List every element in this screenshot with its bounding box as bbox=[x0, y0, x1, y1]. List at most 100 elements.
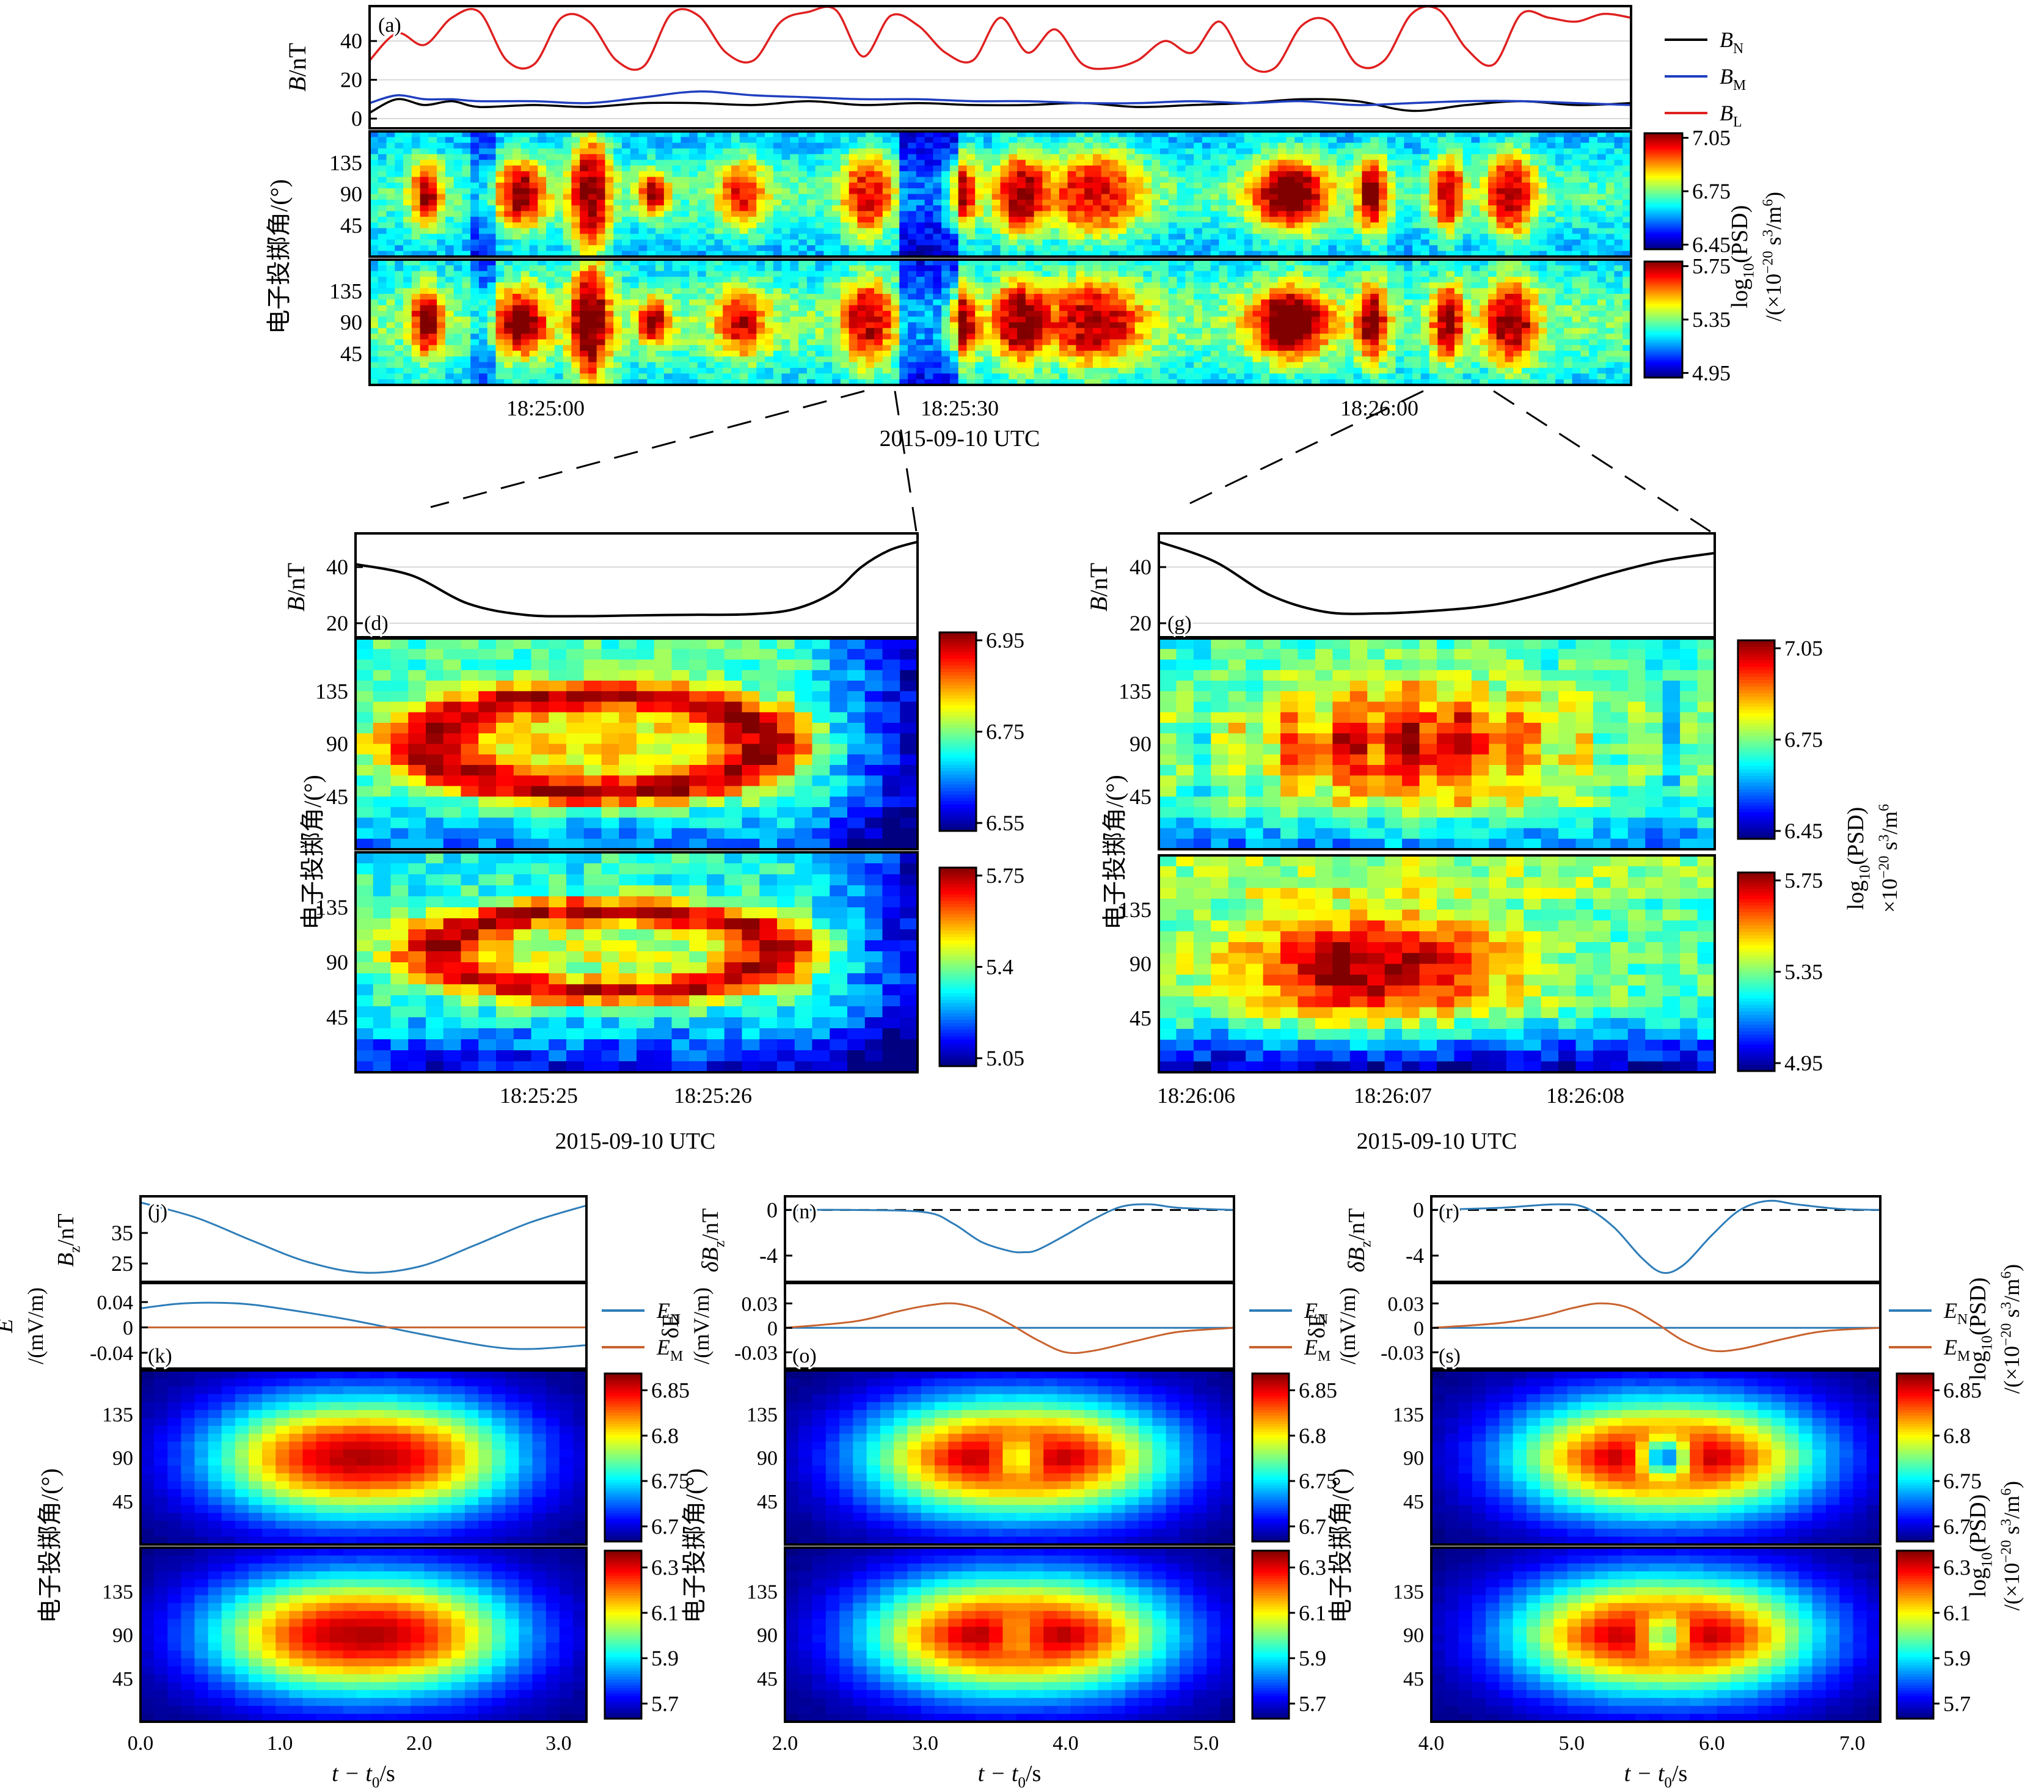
heatmap-cell bbox=[554, 159, 564, 166]
heatmap-cell bbox=[1614, 251, 1623, 257]
heatmap-cell bbox=[588, 171, 597, 178]
heatmap-cell bbox=[714, 228, 723, 235]
heatmap-cell bbox=[1235, 131, 1245, 137]
heatmap-cell bbox=[1168, 205, 1178, 212]
heatmap-cell bbox=[1126, 148, 1136, 155]
heatmap-cell bbox=[386, 165, 395, 172]
heatmap-cell bbox=[1051, 251, 1060, 257]
heatmap-cell bbox=[933, 171, 942, 178]
heatmap-cell bbox=[991, 171, 1001, 178]
heatmap-cell bbox=[723, 322, 732, 329]
heatmap-cell bbox=[1244, 194, 1254, 200]
heatmap-cell bbox=[1311, 171, 1321, 178]
heatmap-cell bbox=[806, 211, 816, 218]
heatmap-cell bbox=[596, 356, 606, 363]
heatmap-cell bbox=[495, 293, 505, 300]
heatmap-cell bbox=[487, 148, 497, 155]
heatmap-cell bbox=[1429, 142, 1438, 149]
heatmap-cell bbox=[1092, 251, 1102, 257]
heatmap-cell bbox=[571, 345, 580, 351]
heatmap-cell bbox=[605, 282, 614, 289]
heatmap-cell bbox=[647, 299, 656, 306]
heatmap-cell bbox=[487, 142, 497, 149]
heatmap-cell bbox=[731, 142, 740, 149]
heatmap-cell bbox=[1530, 222, 1539, 229]
heatmap-cell bbox=[1017, 154, 1026, 161]
heatmap-cell bbox=[411, 165, 421, 172]
heatmap-cell bbox=[605, 137, 614, 144]
heatmap-cell bbox=[723, 137, 732, 144]
heatmap-cell bbox=[1025, 245, 1035, 252]
heatmap-cell bbox=[924, 165, 933, 172]
heatmap-cell bbox=[1437, 137, 1447, 144]
heatmap-cell bbox=[478, 148, 488, 155]
heatmap-cell bbox=[689, 240, 698, 246]
heatmap-cell bbox=[462, 240, 471, 246]
heatmap-cell bbox=[462, 211, 471, 218]
heatmap-cell bbox=[908, 362, 917, 368]
heatmap-cell bbox=[554, 233, 564, 240]
heatmap-cell bbox=[1572, 199, 1581, 206]
heatmap-cell bbox=[832, 362, 841, 368]
heatmap-cell bbox=[924, 211, 933, 218]
heatmap-cell bbox=[370, 211, 379, 218]
heatmap-cell bbox=[538, 282, 547, 289]
heatmap-cell bbox=[1311, 245, 1321, 252]
heatmap-cell bbox=[1092, 148, 1102, 155]
heatmap-cell bbox=[933, 199, 942, 206]
heatmap-cell bbox=[1168, 154, 1178, 161]
colorbar-segment bbox=[1644, 137, 1682, 140]
heatmap-cell bbox=[546, 194, 555, 200]
heatmap-cell bbox=[966, 216, 976, 223]
heatmap-cell bbox=[1303, 142, 1312, 149]
heatmap-cell bbox=[495, 251, 505, 257]
heatmap-cell bbox=[1219, 222, 1228, 229]
heatmap-cell bbox=[857, 245, 866, 252]
psd-axis-label: log10(PSD) bbox=[1727, 205, 1757, 309]
heatmap-cell bbox=[1513, 194, 1522, 200]
heatmap-cell bbox=[756, 351, 765, 357]
heatmap-cell bbox=[420, 362, 429, 368]
heatmap-cell bbox=[866, 379, 875, 386]
heatmap-cell bbox=[739, 171, 749, 178]
heatmap-cell bbox=[1513, 228, 1522, 235]
heatmap-cell bbox=[370, 137, 379, 144]
heatmap-cell bbox=[1471, 216, 1480, 223]
heatmap-cell bbox=[571, 222, 580, 229]
heatmap-cell bbox=[1059, 171, 1068, 178]
heatmap-cell bbox=[478, 356, 488, 363]
heatmap-cell bbox=[1261, 154, 1270, 161]
heatmap-cell bbox=[916, 240, 925, 246]
heatmap-cell bbox=[1118, 228, 1127, 235]
heatmap-cell bbox=[403, 322, 412, 329]
heatmap-cell bbox=[1496, 142, 1506, 149]
heatmap-cell bbox=[395, 245, 404, 252]
heatmap-cell bbox=[445, 322, 454, 329]
heatmap-cell bbox=[630, 293, 640, 300]
heatmap-cell bbox=[1025, 177, 1035, 183]
heatmap-cell bbox=[1496, 205, 1506, 212]
heatmap-cell bbox=[462, 194, 471, 200]
heatmap-cell bbox=[1580, 245, 1590, 252]
heatmap-cell bbox=[1538, 142, 1547, 149]
heatmap-cell bbox=[781, 199, 790, 206]
heatmap-cell bbox=[1244, 211, 1254, 218]
heatmap-cell bbox=[622, 356, 631, 363]
heatmap-cell bbox=[487, 182, 497, 189]
heatmap-cell bbox=[941, 165, 951, 172]
heatmap-cell bbox=[546, 177, 555, 183]
heatmap-cell bbox=[748, 351, 757, 357]
heatmap-cell bbox=[529, 356, 538, 363]
heatmap-cell bbox=[681, 251, 690, 257]
heatmap-cell bbox=[554, 182, 564, 189]
heatmap-cell bbox=[1395, 240, 1404, 246]
heatmap-cell bbox=[428, 322, 437, 329]
heatmap-cell bbox=[563, 245, 572, 252]
heatmap-cell bbox=[1210, 165, 1220, 172]
heatmap-cell bbox=[453, 245, 463, 252]
heatmap-cell bbox=[866, 159, 875, 166]
heatmap-cell bbox=[949, 211, 959, 218]
heatmap-cell bbox=[1622, 245, 1632, 252]
heatmap-cell bbox=[723, 305, 732, 312]
heatmap-cell bbox=[571, 265, 580, 272]
